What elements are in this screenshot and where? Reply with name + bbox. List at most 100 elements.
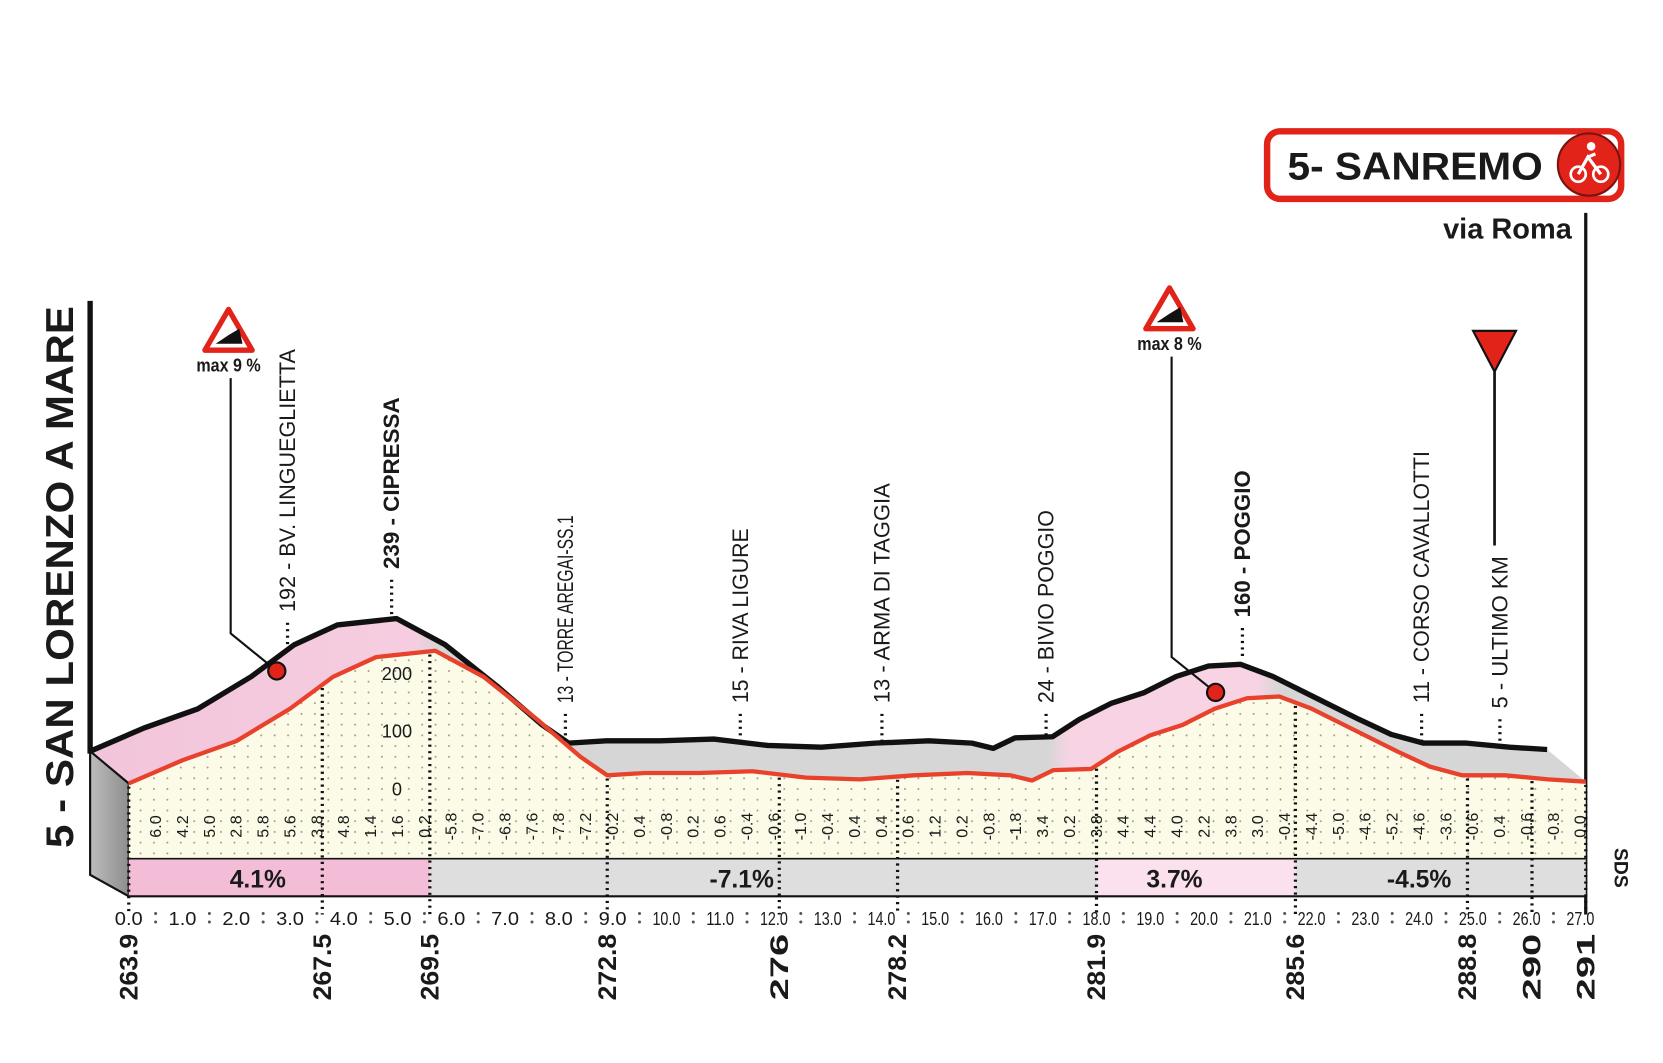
section-tick-label: 23.0 bbox=[1351, 908, 1379, 929]
gradient-value: -0.8 bbox=[1545, 813, 1563, 841]
km-marker-label: 276 bbox=[767, 934, 794, 1001]
section-tick-label: 7.0 bbox=[491, 908, 519, 929]
waypoint-label: 239 - CIPRESSA bbox=[379, 397, 404, 569]
gradient-value: -0.2 bbox=[604, 813, 622, 841]
section-tick-label: 9.0 bbox=[599, 908, 627, 929]
credit: SDS bbox=[1610, 848, 1631, 888]
section-dot bbox=[315, 920, 319, 924]
section-dot bbox=[960, 920, 964, 924]
gradient-value: 0.4 bbox=[873, 815, 891, 837]
gradient-value: -7.6 bbox=[523, 813, 541, 841]
waypoint-label: 5 - ULTIMO KM bbox=[1487, 556, 1512, 708]
gradient-value: 0.4 bbox=[631, 815, 649, 837]
gradient-band-label: -7.1% bbox=[709, 867, 773, 894]
finish-box bbox=[1263, 128, 1625, 203]
gradient-value: 3.4 bbox=[1034, 815, 1052, 837]
start-label: 5 - SAN LORENZO A MARE bbox=[39, 306, 82, 848]
section-dot bbox=[638, 920, 642, 924]
climb-pointer bbox=[229, 378, 278, 672]
gradient-value: 0.4 bbox=[846, 815, 864, 837]
section-dot bbox=[1283, 911, 1287, 915]
icon-wheel bbox=[1569, 165, 1588, 184]
section-tick-label: 22.0 bbox=[1298, 908, 1326, 929]
section-dot bbox=[1498, 911, 1502, 915]
section-dot bbox=[315, 911, 319, 915]
km-marker-label: 281.9 bbox=[1084, 934, 1111, 1001]
gradient-value: -7.8 bbox=[550, 813, 568, 841]
profile-line bbox=[127, 648, 1586, 786]
section-dot bbox=[207, 920, 211, 924]
section-tick-label: 2.0 bbox=[222, 908, 250, 929]
section-tick-label: 12.0 bbox=[760, 908, 788, 929]
gradient-value: -1.0 bbox=[792, 813, 810, 841]
waypoint-label: 24 - BIVIO POGGIO bbox=[1034, 510, 1059, 703]
section-tick-label: 6.0 bbox=[437, 908, 465, 929]
y-tick-label: 100 bbox=[382, 721, 412, 742]
gradient-value: -6.8 bbox=[496, 813, 514, 841]
gradient-value: -4.6 bbox=[1410, 813, 1428, 841]
section-dot bbox=[584, 920, 588, 924]
gradient-band-label: 3.7% bbox=[1146, 867, 1202, 894]
gradient-value: -0.4 bbox=[1276, 813, 1294, 841]
section-dot bbox=[1390, 911, 1394, 915]
section-tick-label: 19.0 bbox=[1136, 908, 1164, 929]
gradient-value: 2.8 bbox=[228, 815, 246, 837]
gradient-value: 0.6 bbox=[712, 815, 730, 837]
section-dot bbox=[530, 911, 534, 915]
gradient-value: -3.6 bbox=[1437, 813, 1455, 841]
gradient-value: -0.6 bbox=[1464, 813, 1482, 841]
gradient-value: -1.8 bbox=[1007, 813, 1025, 841]
section-dot bbox=[1229, 911, 1233, 915]
gradient-value: -5.0 bbox=[1330, 813, 1348, 841]
waypoint-label: 160 - POGGIO bbox=[1230, 470, 1255, 617]
section-dot bbox=[1121, 920, 1125, 924]
km-marker-label: 267.5 bbox=[310, 934, 337, 1001]
section-tick-label: 16.0 bbox=[975, 908, 1003, 929]
gradient-value: 1.6 bbox=[389, 815, 407, 837]
section-dot bbox=[799, 911, 803, 915]
y-tick-label: 200 bbox=[382, 663, 412, 684]
section-tick-label: 4.0 bbox=[330, 908, 358, 929]
section-dot bbox=[1283, 920, 1287, 924]
section-dot bbox=[745, 920, 749, 924]
gradient-value: 3.8 bbox=[1222, 815, 1240, 837]
section-dot bbox=[261, 911, 265, 915]
section-dot bbox=[1175, 911, 1179, 915]
km-marker-label: 290 bbox=[1520, 934, 1547, 1001]
section-dot bbox=[1175, 920, 1179, 924]
finish-label: 5- SANREMO bbox=[1287, 146, 1542, 189]
gradient-value: 5.6 bbox=[281, 815, 299, 837]
section-dot bbox=[1068, 920, 1072, 924]
section-dot bbox=[638, 911, 642, 915]
finish-icon bbox=[1556, 132, 1622, 197]
gradient-value: 3.8 bbox=[308, 815, 326, 837]
section-tick-label: 24.0 bbox=[1405, 908, 1433, 929]
section-dot bbox=[422, 911, 426, 915]
gradient-value: 5.0 bbox=[201, 815, 219, 837]
gradient-value: 0.2 bbox=[685, 815, 703, 837]
gradient-value: 6.0 bbox=[147, 815, 165, 837]
section-dot bbox=[691, 911, 695, 915]
gradient-band-label: 4.1% bbox=[230, 867, 286, 894]
section-tick-label: 8.0 bbox=[545, 908, 573, 929]
gradient-band bbox=[128, 858, 430, 897]
gradient-value: -5.2 bbox=[1384, 813, 1402, 841]
gradient-value: -0.8 bbox=[980, 813, 998, 841]
section-dot bbox=[1444, 920, 1448, 924]
climb-dot bbox=[1205, 682, 1226, 703]
profile-face bbox=[128, 650, 1586, 859]
gradient-value: 0.4 bbox=[1491, 815, 1509, 837]
section-dot bbox=[799, 920, 803, 924]
section-dot bbox=[584, 911, 588, 915]
gradient-value: -4.4 bbox=[1303, 813, 1321, 841]
gradient-value: 3.8 bbox=[1088, 815, 1106, 837]
gradient-value: 0.2 bbox=[953, 815, 971, 837]
gradient-value: 0.2 bbox=[1061, 815, 1079, 837]
climb-sign bbox=[1143, 285, 1196, 332]
section-tick-label: 25.0 bbox=[1459, 908, 1487, 929]
gradient-value: -0.4 bbox=[819, 813, 837, 841]
icon-frame bbox=[1576, 152, 1603, 176]
gradient-value: 4.8 bbox=[335, 815, 353, 837]
gradient-value: -0.8 bbox=[658, 813, 676, 841]
